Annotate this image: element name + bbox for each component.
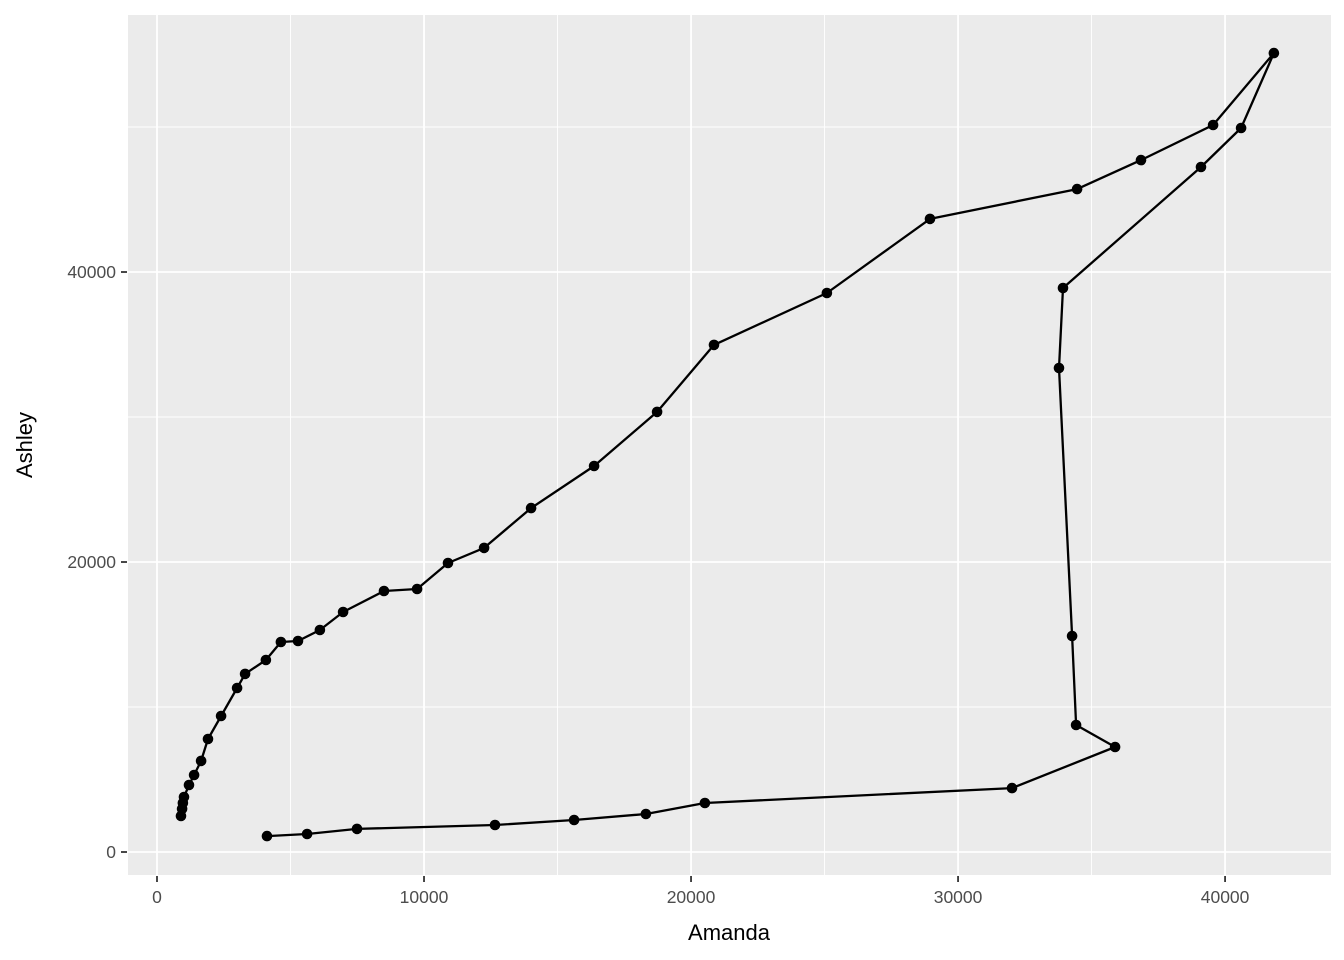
- data-point: [1006, 782, 1018, 794]
- data-point: [275, 636, 287, 648]
- data-point: [1268, 47, 1280, 59]
- data-point: [442, 557, 454, 569]
- data-point: [1135, 154, 1147, 166]
- data-point: [378, 585, 390, 597]
- data-point: [231, 682, 243, 694]
- data-point: [1195, 161, 1207, 173]
- x-tick-label: 0: [152, 887, 162, 907]
- data-point: [821, 287, 833, 299]
- data-point: [525, 502, 537, 514]
- series-layer: [175, 47, 1280, 842]
- data-point: [411, 583, 423, 595]
- panel-layer: [128, 15, 1331, 875]
- data-point: [1109, 741, 1121, 753]
- y-axis-title: Ashley: [12, 412, 37, 478]
- data-point: [183, 779, 195, 791]
- panel-background: [128, 15, 1331, 875]
- x-tick-label: 30000: [934, 887, 983, 907]
- x-tick-label: 40000: [1201, 887, 1250, 907]
- data-point: [1053, 362, 1065, 374]
- data-point: [588, 460, 600, 472]
- data-point: [202, 733, 214, 745]
- data-point: [314, 624, 326, 636]
- y-tick-label: 0: [106, 842, 116, 862]
- data-point: [568, 814, 580, 826]
- data-point: [261, 830, 273, 842]
- data-point: [478, 542, 490, 554]
- grid-layer: [128, 15, 1331, 875]
- data-point: [1207, 119, 1219, 131]
- data-point: [489, 819, 501, 831]
- data-point: [260, 654, 272, 666]
- data-point: [640, 808, 652, 820]
- data-point: [215, 710, 227, 722]
- data-point: [1057, 282, 1069, 294]
- data-point: [351, 823, 363, 835]
- data-point: [1071, 183, 1083, 195]
- data-point: [1066, 630, 1078, 642]
- data-point: [178, 791, 190, 803]
- x-tick-label: 20000: [667, 887, 716, 907]
- data-point: [292, 635, 304, 647]
- data-point: [239, 668, 251, 680]
- data-point: [651, 406, 663, 418]
- axis-layer: 0 10000 20000 30000 40000 0 20000 40000: [67, 262, 1249, 907]
- y-tick-label: 20000: [67, 552, 116, 572]
- data-point: [708, 339, 720, 351]
- data-point: [188, 769, 200, 781]
- y-tick-label: 40000: [67, 262, 116, 282]
- data-point: [1235, 122, 1247, 134]
- data-point: [337, 606, 349, 618]
- data-point: [301, 828, 313, 840]
- data-point: [195, 755, 207, 767]
- data-point: [924, 213, 936, 225]
- x-tick-label: 10000: [400, 887, 449, 907]
- x-axis-title: Amanda: [688, 920, 771, 945]
- data-point: [1070, 719, 1082, 731]
- data-point: [699, 797, 711, 809]
